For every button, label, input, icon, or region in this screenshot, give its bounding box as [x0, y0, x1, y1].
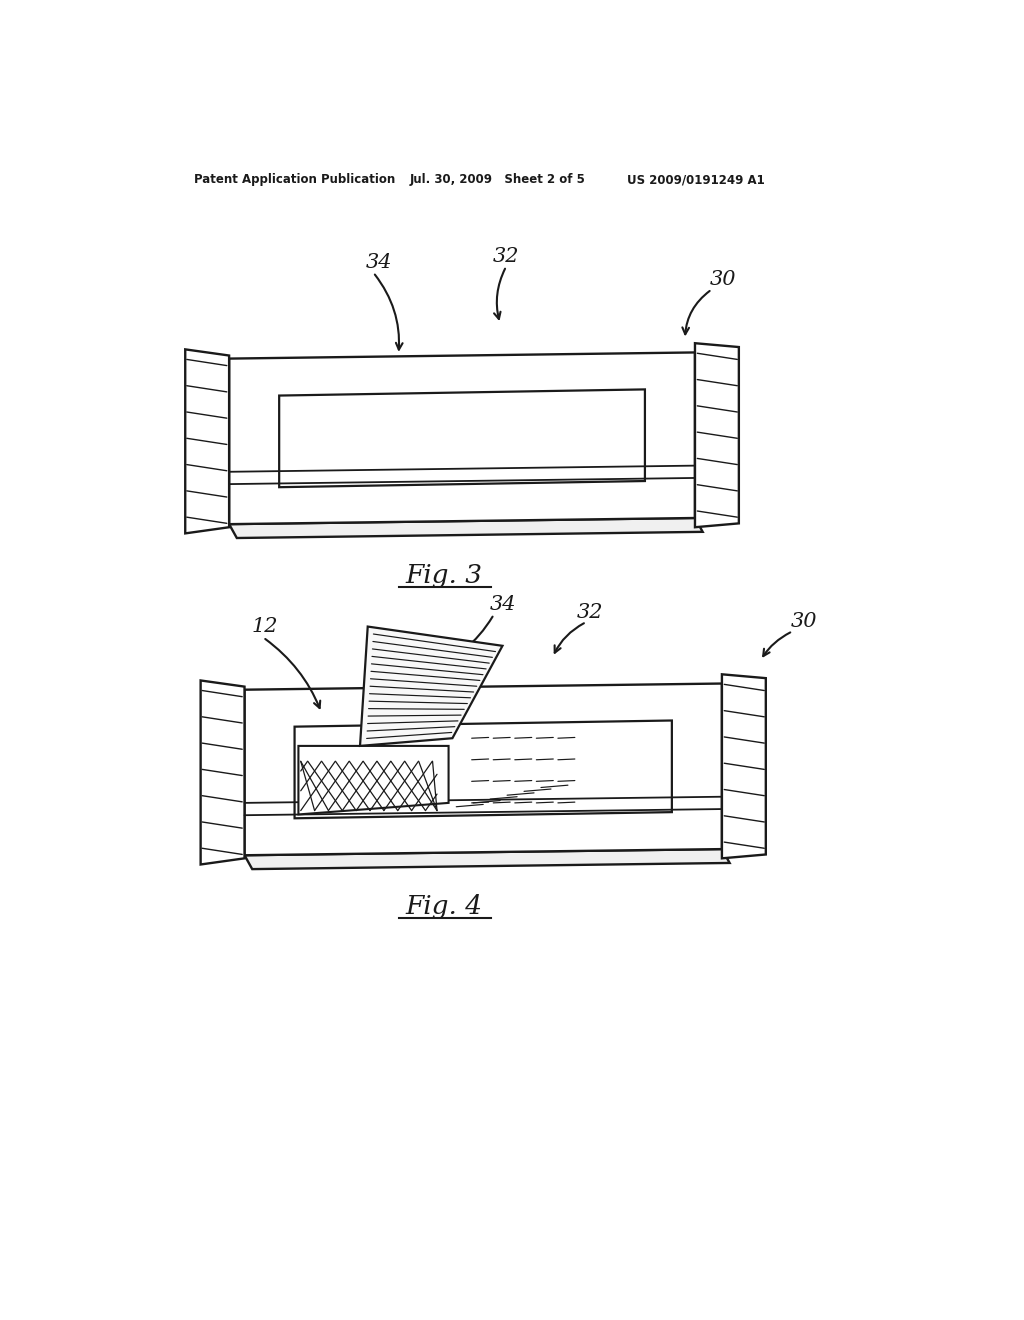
- Text: 32: 32: [493, 247, 519, 267]
- Text: 34: 34: [366, 253, 392, 272]
- Polygon shape: [298, 746, 449, 814]
- Text: Fig. 3: Fig. 3: [406, 564, 482, 589]
- Polygon shape: [229, 517, 702, 539]
- Text: 34: 34: [490, 595, 517, 615]
- Text: 12: 12: [252, 616, 278, 636]
- Polygon shape: [295, 721, 672, 818]
- Polygon shape: [245, 849, 730, 869]
- Text: Fig. 4: Fig. 4: [406, 895, 482, 919]
- Text: 30: 30: [791, 612, 817, 631]
- Text: 30: 30: [710, 269, 736, 289]
- Text: 32: 32: [578, 603, 604, 622]
- Polygon shape: [185, 350, 229, 533]
- Polygon shape: [245, 684, 722, 855]
- Polygon shape: [722, 675, 766, 858]
- Text: US 2009/0191249 A1: US 2009/0191249 A1: [628, 173, 765, 186]
- Polygon shape: [695, 343, 739, 527]
- Polygon shape: [280, 389, 645, 487]
- Polygon shape: [201, 681, 245, 865]
- Polygon shape: [360, 627, 503, 746]
- Text: Patent Application Publication: Patent Application Publication: [194, 173, 395, 186]
- Polygon shape: [229, 352, 695, 524]
- Text: Jul. 30, 2009   Sheet 2 of 5: Jul. 30, 2009 Sheet 2 of 5: [410, 173, 586, 186]
